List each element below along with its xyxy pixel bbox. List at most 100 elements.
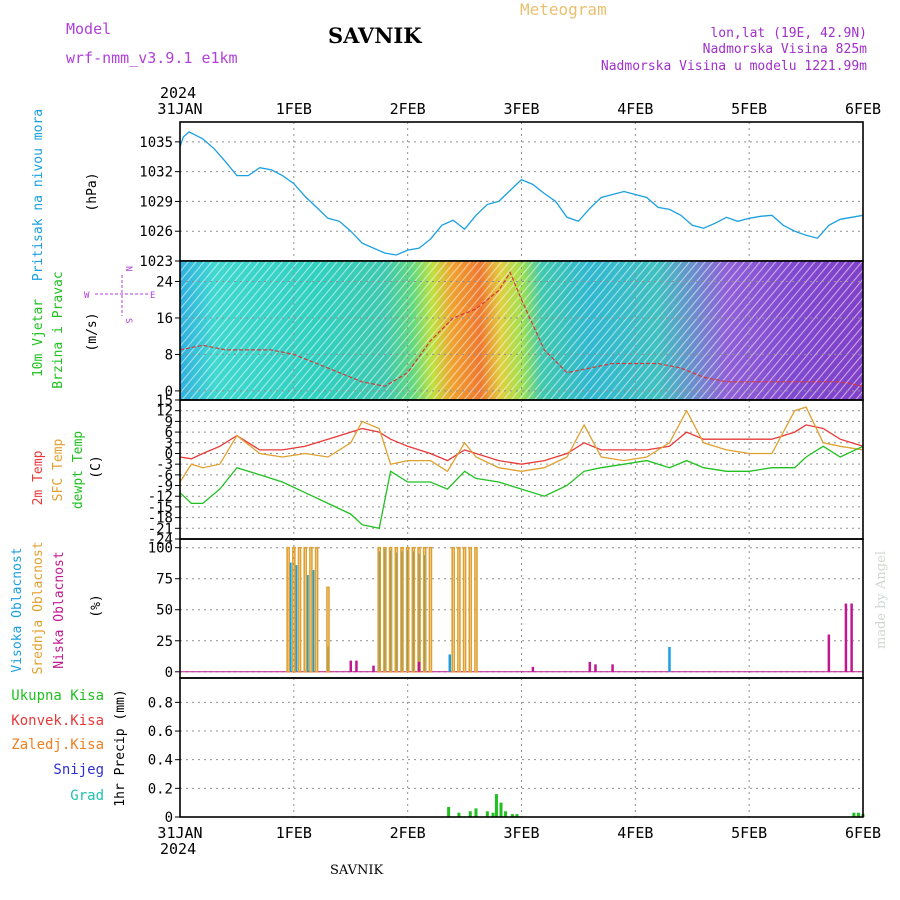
bar-mid-cloud	[405, 546, 410, 673]
bar-niska-oblacnost	[372, 665, 375, 672]
bar-visoka-oblacnost	[294, 565, 298, 672]
bar-niska-oblacnost	[827, 634, 831, 672]
bottom-date-tick: 1FEB	[276, 824, 312, 842]
y-tick-label: 25	[156, 634, 173, 650]
bar-mid-cloud	[474, 546, 478, 673]
bar-ukupna-kisa	[485, 811, 489, 817]
bar-mid-cloud	[411, 546, 416, 673]
y-tick-label: 0	[165, 810, 173, 826]
y-tick-label: 0.2	[148, 781, 173, 797]
wind-unit: (m/s)	[85, 312, 100, 351]
bottom-date-tick: 4FEB	[617, 824, 653, 842]
bottom-date-tick: 31JAN	[157, 824, 202, 842]
bar-ukupna-kisa	[457, 812, 461, 817]
bar-mid-cloud	[314, 546, 319, 673]
cloud-title-1: Visoka Oblacnost	[10, 547, 25, 672]
y-tick-label: 16	[156, 311, 173, 327]
cloud-title-2: Srednja Oblacnost	[31, 541, 46, 674]
top-date-tick: 5FEB	[731, 100, 767, 118]
bottom-date-tick: 2FEB	[390, 824, 426, 842]
legend-total: Ukupna Kisa	[11, 688, 104, 704]
panel-wind: 24 16 8 0	[156, 260, 864, 401]
y-tick-label: 0.4	[148, 753, 173, 769]
bar-visoka-oblacnost	[423, 555, 426, 672]
compass-rose: W E N S	[84, 266, 155, 323]
series-line-sfc-temp	[179, 406, 864, 483]
top-date-tick: 1FEB	[276, 100, 312, 118]
legend-snow: Snijeg	[53, 762, 104, 778]
temp-title-1: 2m Temp	[31, 450, 46, 505]
y-tick-label: -18	[148, 511, 173, 527]
wind-title-1: 10m Vjetar	[31, 299, 46, 377]
bar-visoka-oblacnost	[306, 574, 309, 672]
temp-title-2: SFC Temp	[51, 439, 66, 502]
bar-mid-cloud	[400, 546, 404, 673]
y-tick-label: 0	[165, 446, 173, 462]
bar-mid-cloud	[377, 546, 382, 673]
bar-visoka-oblacnost	[326, 646, 330, 672]
top-date-axis: 31JAN 1FEB 2FEB 3FEB 4FEB 5FEB 6FEB	[157, 100, 881, 118]
bar-mid-cloud	[388, 546, 393, 673]
y-tick-label: 0	[165, 665, 173, 681]
bar-mid-cloud	[303, 546, 308, 673]
y-tick-label: 12	[156, 404, 173, 420]
bar-visoka-oblacnost	[448, 654, 452, 672]
series-line-dewpt-temp	[179, 445, 864, 530]
bar-ukupna-kisa	[856, 812, 860, 817]
y-tick-label: 0.8	[148, 695, 173, 711]
year-label-bottom: 2024	[160, 840, 196, 858]
year-label-top: 2024	[160, 84, 196, 102]
wind-title-2: Brzina i Pravac	[51, 271, 66, 388]
cloud-title-3: Niska Oblacnost	[52, 551, 67, 668]
lonlat-label: lon,lat (19E, 42.9N)	[710, 26, 867, 41]
y-tick-label: 1026	[139, 224, 173, 240]
bar-niska-oblacnost	[588, 661, 592, 672]
bar-mid-cloud	[394, 546, 399, 673]
bar-visoka-oblacnost	[377, 551, 381, 672]
model-label: Model	[66, 20, 111, 38]
y-tick-label: -24	[148, 532, 173, 548]
y-tick-label: -9	[156, 479, 173, 495]
bar-ukupna-kisa	[474, 808, 478, 817]
panel-clouds: 100 75 50 25 0	[148, 538, 864, 681]
bar-niska-oblacnost	[594, 664, 597, 672]
panel-frame	[179, 677, 864, 818]
model-name: wrf-nmm_v3.9.1 e1km	[66, 49, 238, 67]
bar-visoka-oblacnost	[400, 551, 404, 672]
elevation-label: Nadmorska Visina 825m	[703, 42, 868, 57]
y-tick-label: -15	[148, 500, 173, 516]
series-line-2m-temp	[179, 424, 864, 465]
legend-frozen: Zaledj.Kisa	[11, 737, 104, 753]
bar-ukupna-kisa	[447, 806, 451, 817]
bar-visoka-oblacnost	[389, 550, 392, 672]
precip-unit: 1hr Precip (mm)	[113, 689, 128, 806]
bar-niska-oblacnost	[349, 660, 352, 672]
bar-niska-oblacnost	[844, 603, 848, 672]
y-tick-label: 0.6	[148, 724, 173, 740]
y-tick-label: 50	[156, 603, 173, 619]
y-tick-label: 1035	[139, 135, 173, 151]
bar-ukupna-kisa	[852, 812, 856, 817]
bar-ukupna-kisa	[510, 814, 514, 817]
bar-visoka-oblacnost	[668, 646, 671, 672]
bar-ukupna-kisa	[491, 812, 495, 817]
bar-mid-cloud	[468, 546, 473, 673]
top-date-tick: 6FEB	[845, 100, 881, 118]
compass-n: N	[123, 266, 133, 271]
bar-mid-cloud	[292, 546, 296, 673]
panel-precipitation: 0.8 0.6 0.4 0.2 0	[148, 677, 865, 826]
panels: 1035103210291026102324168015129630-3-6-9…	[139, 121, 865, 826]
top-date-tick: 3FEB	[503, 100, 539, 118]
bar-mid-cloud	[326, 586, 330, 673]
series-line-pressure	[179, 131, 864, 256]
bar-visoka-oblacnost	[395, 552, 398, 672]
bar-visoka-oblacnost	[383, 548, 387, 672]
legend-graupel: Grad	[70, 788, 104, 804]
y-tick-label: 100	[148, 541, 173, 557]
bar-ukupna-kisa	[468, 811, 472, 817]
y-tick-label: -6	[156, 468, 173, 484]
pressure-unit: (hPa)	[85, 172, 100, 211]
model-elevation-label: Nadmorska Visina u modelu 1221.99m	[601, 59, 867, 74]
pressure-title: Pritisak na nivou mora	[31, 109, 46, 281]
panel-frame	[179, 121, 864, 262]
